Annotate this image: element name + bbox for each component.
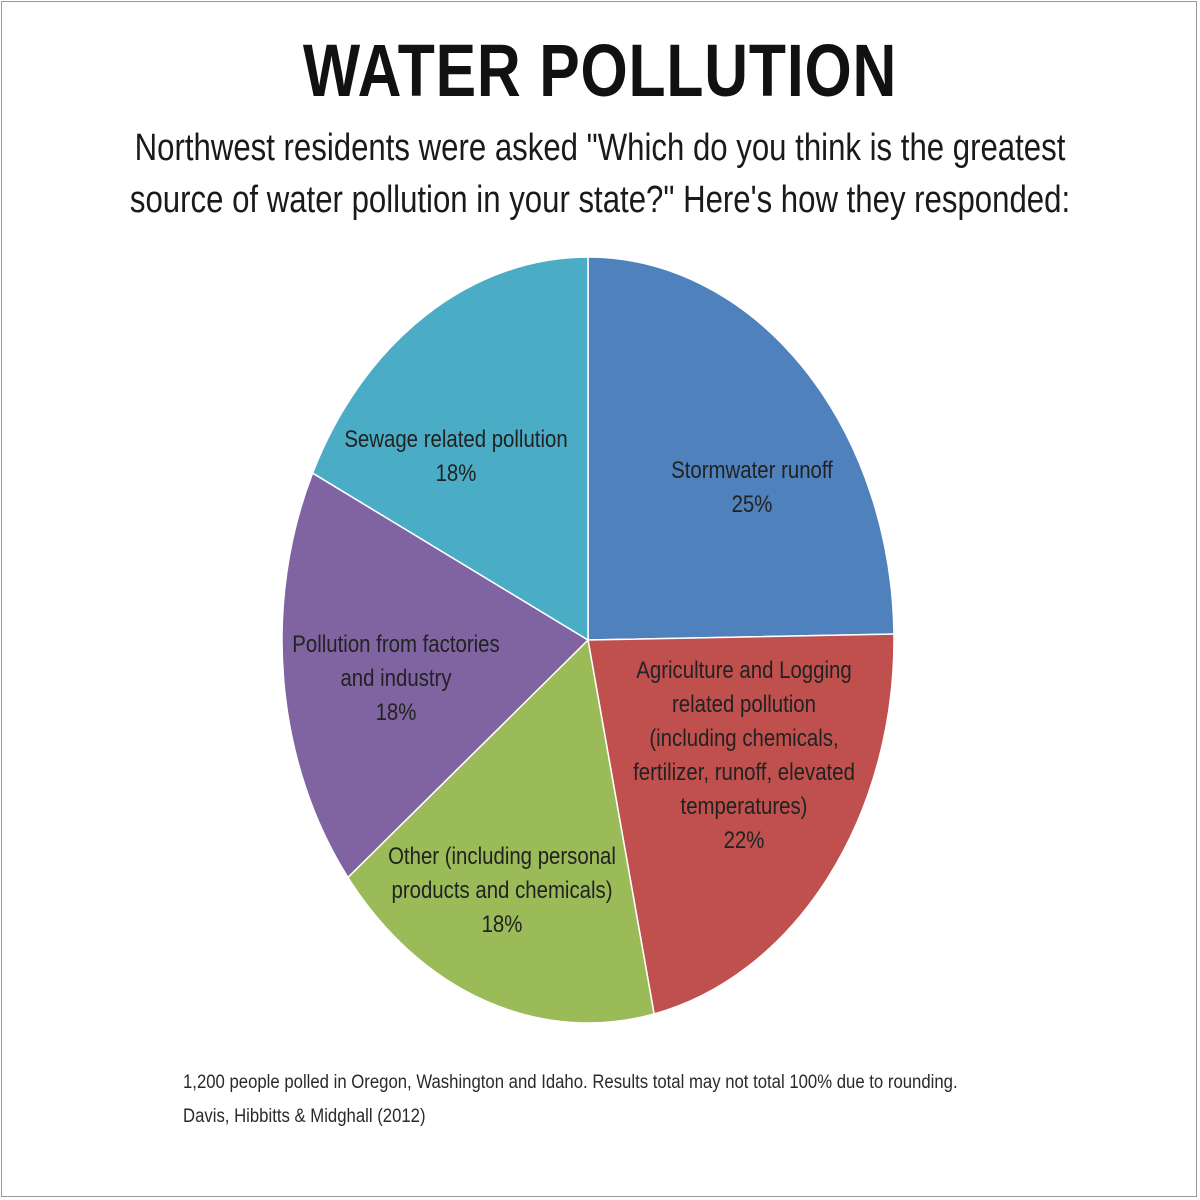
footnote-source: Davis, Hibbitts & Midghall (2012) [183, 1106, 426, 1127]
pie-slice-1 [587, 256, 895, 641]
slice-value-label: 22% [724, 826, 765, 853]
slice-category-line: related pollution [672, 690, 816, 717]
pie-slice-2 [587, 633, 895, 1015]
pie-slice-4 [281, 471, 590, 879]
slice-value-label: 18% [436, 459, 477, 486]
chart-subtitle: Northwest residents were asked "Which do… [108, 122, 1092, 226]
slice-category-line: Other (including personal [388, 842, 616, 869]
slice-value-label: 18% [482, 910, 523, 937]
slice-category-line: Stormwater runoff [671, 456, 833, 483]
slice-category-line: fertilizer, runoff, elevated [633, 758, 855, 785]
slice-category-line: Sewage related pollution [344, 425, 567, 452]
pie-slice-3 [346, 638, 655, 1024]
slice-category-line: and industry [340, 664, 452, 691]
footnote: 1,200 people polled in Oregon, Washingto… [183, 1066, 958, 1134]
pie-slices [281, 256, 895, 1024]
footnote-poll-info: 1,200 people polled in Oregon, Washingto… [183, 1072, 958, 1093]
slice-value-label: 18% [376, 698, 417, 725]
slice-label-3: Other (including personal products and ch… [388, 842, 616, 937]
slice-label-2: Agriculture and Logging related pollution… [633, 656, 855, 853]
slice-category-line: Agriculture and Logging [636, 656, 851, 683]
slice-value-label: 25% [732, 490, 773, 517]
slice-category-line: (including chemicals, [649, 724, 838, 751]
slice-label-5: Sewage related pollution 18% [344, 425, 567, 486]
subtitle-line-2: source of water pollution in your state?… [129, 179, 1071, 221]
slice-category-line: Pollution from factories [292, 630, 499, 657]
chart-title: WATER POLLUTION [302, 29, 898, 112]
slice-label-4: Pollution from factories and industry 18% [292, 630, 499, 725]
slice-label-1: Stormwater runoff 25% [671, 456, 833, 517]
pie-labels: Stormwater runoff 25% Agriculture and Logg… [292, 425, 855, 937]
slice-category-line: products and chemicals) [391, 876, 612, 903]
pie-slice-5 [311, 256, 589, 642]
slice-category-line: temperatures) [681, 792, 808, 819]
subtitle-line-1: Northwest residents were asked "Which do… [134, 127, 1066, 169]
